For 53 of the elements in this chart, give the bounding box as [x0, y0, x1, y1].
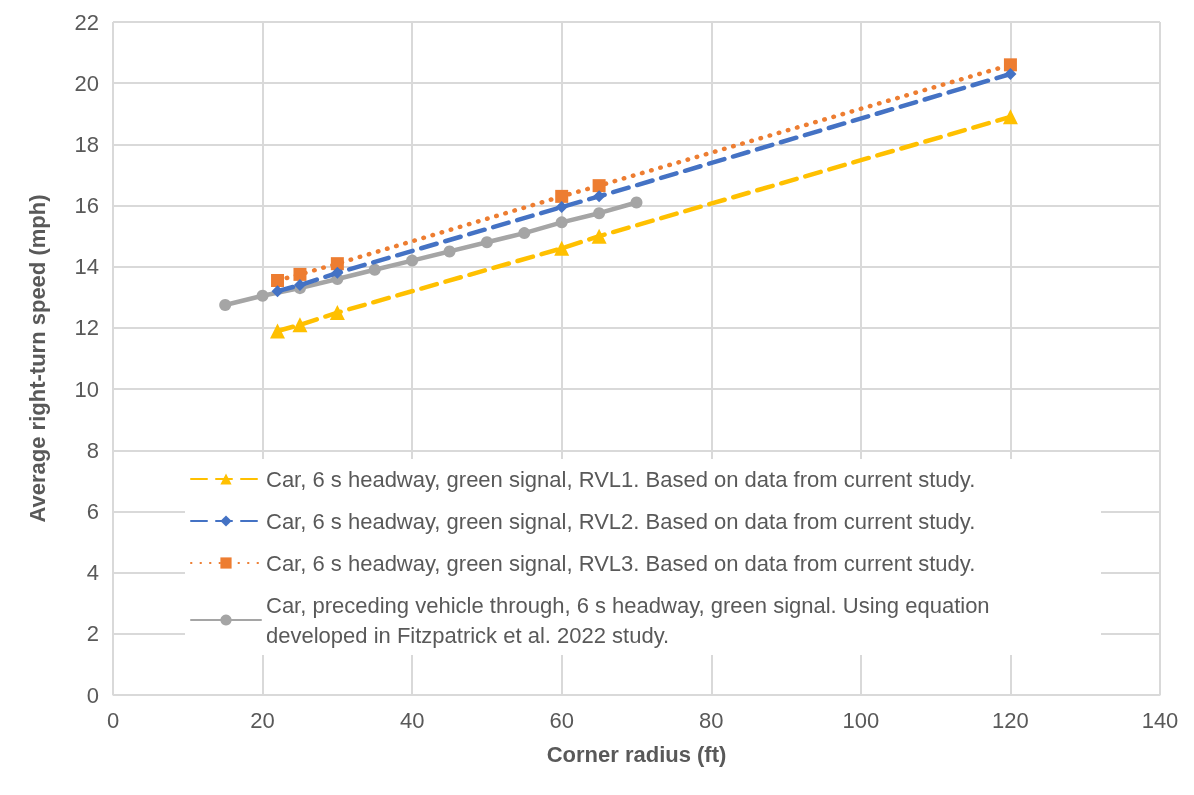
point: [555, 189, 569, 203]
point: [293, 267, 307, 281]
y-tick-label: 20: [74, 70, 99, 96]
point: [1004, 68, 1017, 80]
legend-label: Car, 6 s headway, green signal, RVL3. Based on data from current study.: [266, 550, 976, 576]
legend-label: Car, preceding vehicle through, 6 s headway, green signal. Using equation developed in Fitzpatrick et al. 2022 study.: [266, 592, 996, 648]
x-tick-label: 100: [842, 707, 880, 733]
point: [480, 236, 493, 249]
y-tick-label: 10: [74, 376, 99, 402]
x-tick-label: 120: [992, 707, 1029, 733]
point: [443, 245, 456, 258]
point: [593, 190, 606, 203]
point: [368, 263, 381, 276]
x-tick-label: 0: [106, 707, 120, 733]
point: [256, 289, 269, 302]
point: [329, 305, 345, 321]
y-tick-label: 14: [74, 254, 99, 280]
point: [555, 216, 568, 229]
x-tick-label: 20: [250, 707, 275, 733]
y-tick-label: 18: [74, 131, 99, 157]
point: [518, 227, 531, 240]
point: [592, 179, 606, 193]
point: [270, 323, 286, 339]
legend-label: Car, 6 s headway, green signal, RVL1. Based on data from current study.: [266, 466, 976, 492]
point: [630, 196, 643, 209]
x-tick-label: 80: [699, 707, 724, 733]
y-tick-label: 8: [86, 437, 99, 463]
y-tick-label: 0: [86, 682, 99, 708]
point: [271, 273, 285, 287]
point: [555, 201, 568, 214]
point: [292, 317, 308, 333]
point: [219, 298, 232, 311]
y-axis-title: Average right-turn speed (mph): [24, 194, 50, 523]
point: [591, 228, 607, 244]
point: [331, 266, 344, 279]
point: [1002, 109, 1018, 125]
y-tick-label: 4: [86, 560, 99, 586]
point: [554, 240, 570, 256]
y-tick-label: 16: [74, 193, 99, 219]
point: [406, 254, 419, 267]
y-tick-label: 6: [86, 498, 99, 524]
y-tick-label: 12: [74, 315, 99, 341]
x-axis-title: Corner radius (ft): [546, 741, 727, 767]
point: [271, 285, 284, 298]
y-tick-label: 22: [74, 9, 99, 35]
point: [1003, 58, 1017, 72]
point: [330, 257, 344, 271]
legend-label: Car, 6 s headway, green signal, RVL2. Based on data from current study.: [266, 508, 976, 534]
x-tick-label: 140: [1141, 707, 1179, 733]
point: [593, 207, 606, 220]
x-tick-label: 40: [399, 707, 425, 733]
x-tick-label: 60: [549, 707, 574, 733]
y-tick-label: 2: [86, 621, 99, 647]
